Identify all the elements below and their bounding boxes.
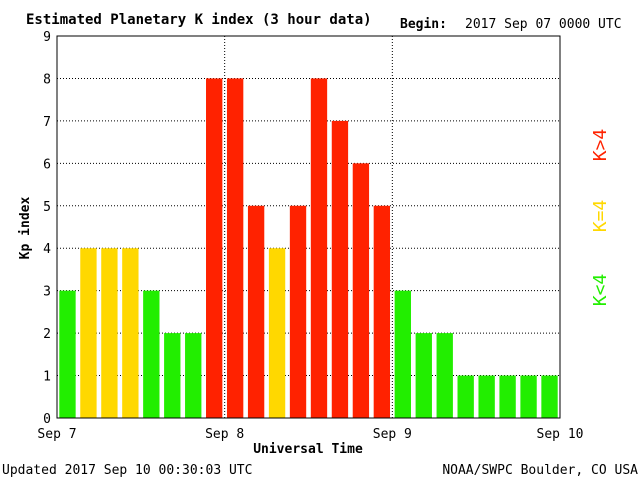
y-tick-label: 2 (43, 327, 51, 342)
kp-bar (185, 333, 202, 418)
legend: K<4 K=4 K>4 (590, 129, 611, 307)
kp-bar (394, 290, 411, 418)
kp-bar (331, 120, 349, 418)
kp-bar (206, 78, 223, 418)
legend-entry: K=4 (590, 200, 611, 233)
y-tick-label: 3 (43, 285, 51, 300)
y-tick-label: 4 (43, 242, 51, 257)
kp-bar (352, 163, 370, 418)
x-tick-label: Sep 7 (37, 427, 76, 442)
grid-lines (57, 36, 560, 418)
x-axis-label: Universal Time (253, 442, 363, 457)
kp-bar (268, 248, 286, 418)
x-tick-label: Sep 9 (373, 427, 412, 442)
kp-bar (541, 375, 558, 418)
y-tick-label: 7 (43, 115, 51, 130)
y-tick-label: 1 (43, 370, 51, 385)
kp-bar (101, 248, 118, 418)
x-tick-labels: Sep 7 Sep 8 Sep 9 Sep 10 (37, 427, 583, 442)
kp-bar (59, 290, 76, 418)
y-tick-labels: 0 1 2 3 4 5 6 7 8 9 (43, 30, 51, 427)
kp-bar (289, 205, 307, 418)
legend-entry: K>4 (590, 129, 611, 162)
y-tick-label: 0 (43, 412, 51, 427)
kp-bar (499, 375, 516, 418)
kp-bar (80, 248, 97, 418)
updated-timestamp: Updated 2017 Sep 10 00:30:03 UTC (2, 463, 252, 478)
y-tick-label: 6 (43, 157, 51, 172)
kp-bar (247, 205, 265, 418)
chart-title: Estimated Planetary K index (3 hour data… (26, 12, 372, 28)
kp-bar (478, 375, 495, 418)
kp-bar (373, 205, 391, 418)
x-tick-label: Sep 8 (205, 427, 244, 442)
kp-bar (436, 333, 453, 418)
kp-bar (226, 78, 244, 418)
legend-entry: K<4 (590, 274, 611, 307)
y-tick-label: 9 (43, 30, 51, 45)
kp-bar (457, 375, 474, 418)
begin-value: 2017 Sep 07 0000 UTC (465, 17, 622, 32)
kp-bar (520, 375, 537, 418)
y-axis-label: Kp index (18, 197, 33, 260)
begin-label: Begin: (400, 17, 447, 32)
kp-bar (143, 290, 160, 418)
x-tick-label: Sep 10 (537, 427, 584, 442)
y-tick-label: 5 (43, 200, 51, 215)
data-source: NOAA/SWPC Boulder, CO USA (442, 463, 638, 478)
kp-bar (122, 248, 139, 418)
kp-bar (164, 333, 181, 418)
kp-bar (310, 78, 328, 418)
kp-bar (415, 333, 432, 418)
plot-frame (56, 35, 561, 419)
y-tick-label: 8 (43, 72, 51, 87)
bars (59, 78, 558, 418)
